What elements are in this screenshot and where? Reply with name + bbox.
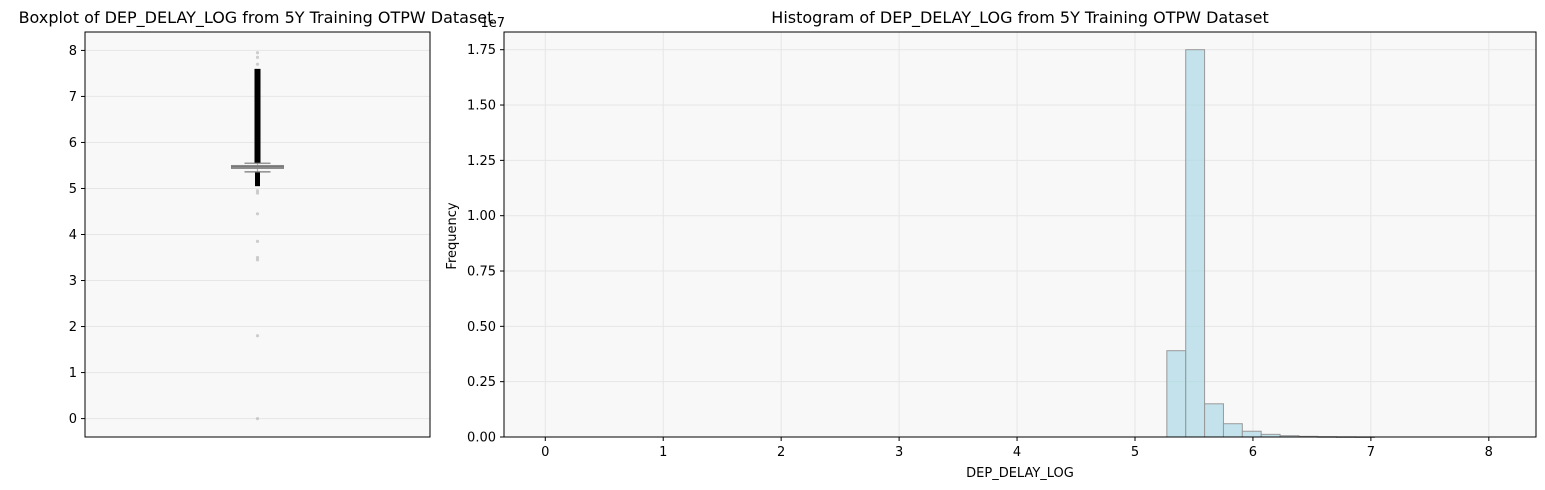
boxplot-title: Boxplot of DEP_DELAY_LOG from 5Y Trainin… — [19, 8, 494, 28]
histogram-x-tick-label: 3 — [895, 445, 903, 460]
histogram-x-tick-label: 8 — [1485, 445, 1493, 460]
histogram-y-tick-label: 1.75 — [467, 43, 496, 58]
histogram-bar — [1222, 423, 1243, 438]
histogram-y-tick-label: 1.50 — [467, 99, 496, 114]
boxplot-y-tick-label: 1 — [69, 366, 77, 381]
histogram-bar — [1241, 430, 1262, 438]
histogram-x-tick-label: 5 — [1131, 445, 1139, 460]
histogram-x-tick-label: 7 — [1367, 445, 1375, 460]
histogram-x-tick-label: 1 — [659, 445, 667, 460]
histogram-y-tick-label: 0.25 — [467, 375, 496, 390]
boxplot-y-tick-label: 8 — [69, 44, 77, 59]
histogram-gridlines — [504, 32, 1536, 438]
boxplot-panel: 0 1 2 3 4 5 6 7 8 Boxplot of DEP_DELAY_LOG from … — [19, 8, 494, 438]
boxplot-y-tick-label: 5 — [69, 182, 77, 197]
boxplot-outlier-point — [255, 334, 260, 338]
boxplot-outlier-point — [255, 55, 260, 59]
histogram-x-ticks: 0 1 2 3 4 5 6 7 8 — [541, 437, 1493, 460]
histogram-y-axis-label: Frequency — [445, 202, 460, 269]
boxplot-outliers — [254, 51, 261, 421]
boxplot-box — [231, 162, 284, 173]
boxplot-y-tick-label: 0 — [69, 412, 77, 427]
boxplot-y-tick-label: 4 — [69, 228, 77, 243]
histogram-y-ticks: 0.00 0.25 0.50 0.75 1.00 1.25 1.50 1.75 — [467, 43, 504, 446]
boxplot-outlier-point — [255, 191, 260, 195]
boxplot-outlier-point — [255, 51, 260, 55]
boxplot-outlier-point — [255, 255, 260, 260]
boxplot-outlier-point — [255, 416, 260, 421]
histogram-x-axis-label: DEP_DELAY_LOG — [966, 466, 1074, 481]
histogram-y-scale-label: 1e7 — [480, 16, 505, 31]
boxplot-outlier-point — [255, 62, 260, 66]
histogram-y-tick-label: 1.25 — [467, 154, 496, 169]
histogram-x-tick-label: 2 — [777, 445, 785, 460]
boxplot-outlier-point — [255, 212, 260, 216]
boxplot-y-tick-label: 7 — [69, 90, 77, 105]
histogram-x-tick-label: 0 — [541, 445, 549, 460]
histogram-title: Histogram of DEP_DELAY_LOG from 5Y Train… — [771, 8, 1268, 28]
boxplot-outlier-point — [255, 189, 260, 193]
histogram-x-tick-label: 4 — [1013, 445, 1021, 460]
histogram-y-tick-label: 0.50 — [467, 320, 496, 335]
boxplot-gridlines — [85, 49, 430, 420]
histogram-panel: 0 1 2 3 4 5 6 7 8 0.00 0.25 0.50 0.75 1.00 1.25 1.50 1.… — [445, 8, 1537, 481]
histogram-axes-frame — [503, 31, 1537, 438]
boxplot-outlier-point — [255, 239, 260, 244]
boxplot-y-ticks: 0 1 2 3 4 5 6 7 8 — [69, 44, 85, 427]
boxplot-y-tick-label: 3 — [69, 274, 77, 289]
histogram-bar — [1185, 49, 1206, 438]
histogram-y-tick-label: 0.00 — [467, 431, 496, 446]
histogram-bar — [1204, 403, 1224, 438]
boxplot-outlier-point — [255, 258, 260, 262]
histogram-plot-area — [504, 32, 1536, 437]
histogram-y-tick-label: 1.00 — [467, 209, 496, 224]
boxplot-y-tick-label: 6 — [69, 136, 77, 151]
histogram-x-tick-label: 6 — [1249, 445, 1257, 460]
histogram-bar — [1166, 350, 1187, 438]
histogram-y-tick-label: 0.75 — [467, 265, 496, 280]
boxplot-y-tick-label: 2 — [69, 320, 77, 335]
